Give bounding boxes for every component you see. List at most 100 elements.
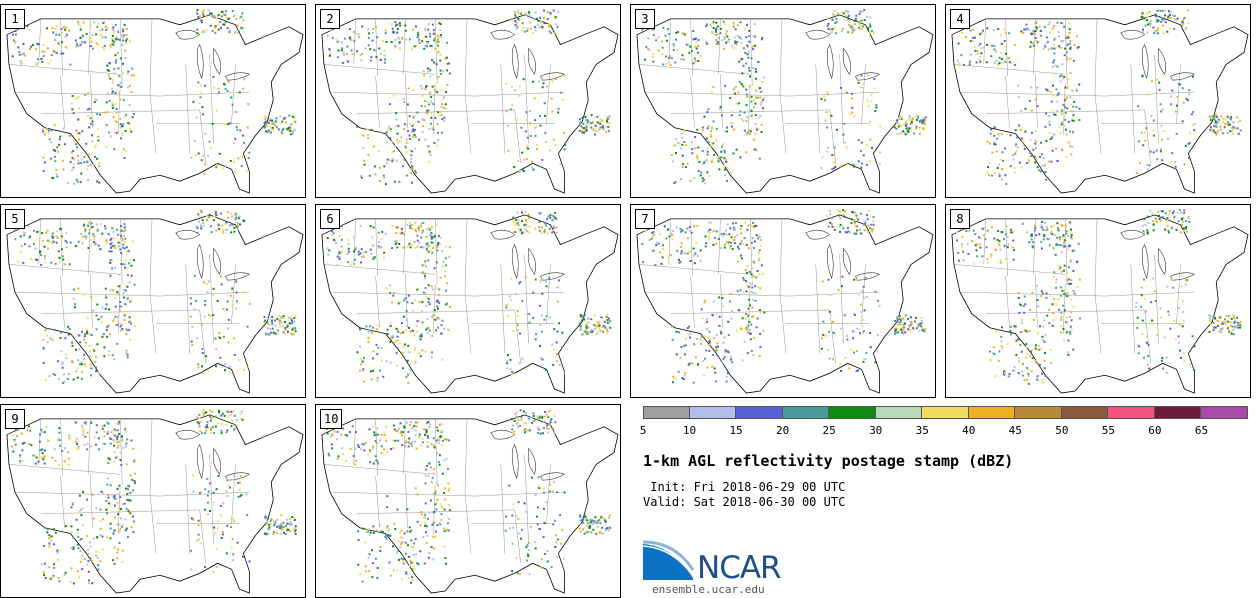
state-border [465, 219, 467, 294]
reflectivity-field [956, 209, 1242, 385]
state-border [90, 274, 92, 327]
colorbar-tick-label: 20 [776, 424, 789, 437]
state-border [816, 64, 820, 153]
state-border [15, 492, 160, 496]
state-border [354, 219, 356, 265]
colorbar-tick-label: 25 [823, 424, 836, 437]
state-border [150, 219, 152, 294]
ncar-logo-text: NCAR [697, 550, 781, 586]
state-border [720, 74, 722, 127]
state-border [200, 510, 206, 563]
conus-reflectivity-map [1, 205, 305, 397]
state-border [840, 254, 844, 343]
reflectivity-field [327, 211, 612, 384]
state-border [324, 264, 435, 274]
state-border [61, 476, 65, 527]
state-border [780, 19, 782, 94]
reflectivity-field [11, 410, 297, 585]
state-border [61, 219, 63, 276]
state-border [150, 19, 152, 94]
state-border [9, 264, 120, 274]
state-border [150, 94, 156, 153]
member-number-label: 3 [635, 9, 655, 29]
ensemble-member-panel: 10 [315, 404, 621, 598]
great-lakes [176, 30, 250, 80]
state-border [150, 294, 156, 353]
ensemble-member-panel: 5 [0, 204, 306, 398]
coastline [637, 15, 933, 193]
state-border [780, 94, 786, 153]
state-border [210, 454, 214, 543]
state-border [718, 219, 720, 274]
great-lakes [491, 430, 565, 480]
state-border [501, 264, 505, 353]
state-border [200, 310, 206, 363]
reflectivity-field [641, 9, 927, 184]
state-border [435, 19, 437, 84]
colorbar-tick-label: 60 [1148, 424, 1161, 437]
valid-time: Valid: Sat 2018-06-30 00 UTC [643, 495, 845, 509]
member-number-label: 7 [635, 209, 655, 229]
state-border [525, 254, 529, 343]
state-border [1131, 264, 1135, 353]
conus-reflectivity-map [316, 5, 620, 197]
great-lakes [491, 30, 565, 80]
great-lakes [176, 230, 250, 280]
state-border [639, 64, 750, 74]
state-border [525, 454, 529, 543]
coastline [952, 15, 1248, 193]
ensemble-member-panel: 1 [0, 4, 306, 198]
state-border [465, 494, 471, 553]
conus-reflectivity-map [316, 205, 620, 397]
state-border [780, 294, 786, 353]
conus-reflectivity-map [1, 5, 305, 197]
state-border [435, 219, 437, 284]
state-border [816, 264, 820, 353]
state-border [376, 276, 380, 327]
state-border [405, 74, 407, 127]
state-border [90, 474, 92, 527]
state-border [1155, 254, 1159, 343]
ensemble-member-panel: 2 [315, 4, 621, 198]
state-border [954, 264, 1065, 274]
state-border [39, 219, 41, 265]
state-border [645, 292, 790, 296]
state-border [405, 474, 407, 527]
state-border [61, 276, 65, 327]
state-border [1006, 76, 1010, 127]
state-border [515, 510, 521, 563]
ensemble-member-panel: 8 [945, 204, 1251, 398]
ensemble-member-panel: 7 [630, 204, 936, 398]
state-border [39, 19, 41, 65]
state-border [1035, 74, 1037, 127]
state-border [960, 92, 1105, 96]
great-lakes [1121, 230, 1195, 280]
reflectivity-field [12, 9, 297, 185]
reflectivity-field [13, 210, 296, 384]
coastline [7, 415, 303, 593]
ensemble-member-panel: 9 [0, 404, 306, 598]
state-border [61, 76, 65, 127]
state-border [61, 19, 63, 76]
state-border [984, 219, 986, 265]
state-border [186, 64, 190, 153]
state-border [780, 219, 782, 294]
state-border [984, 19, 986, 65]
state-border [790, 292, 879, 296]
coastline [7, 15, 303, 193]
member-number-label: 8 [950, 209, 970, 229]
state-border [525, 54, 529, 143]
state-border [1095, 294, 1101, 353]
state-border [376, 476, 380, 527]
state-border [645, 92, 790, 96]
state-border [330, 92, 475, 96]
colorbar-frame [643, 406, 1248, 419]
state-border [160, 492, 249, 496]
logo-url: ensemble.ucar.edu [652, 583, 765, 596]
state-border [186, 264, 190, 353]
coastline [322, 15, 618, 193]
colorbar-tick-label: 15 [729, 424, 742, 437]
state-border [465, 419, 467, 494]
state-border [691, 276, 695, 327]
